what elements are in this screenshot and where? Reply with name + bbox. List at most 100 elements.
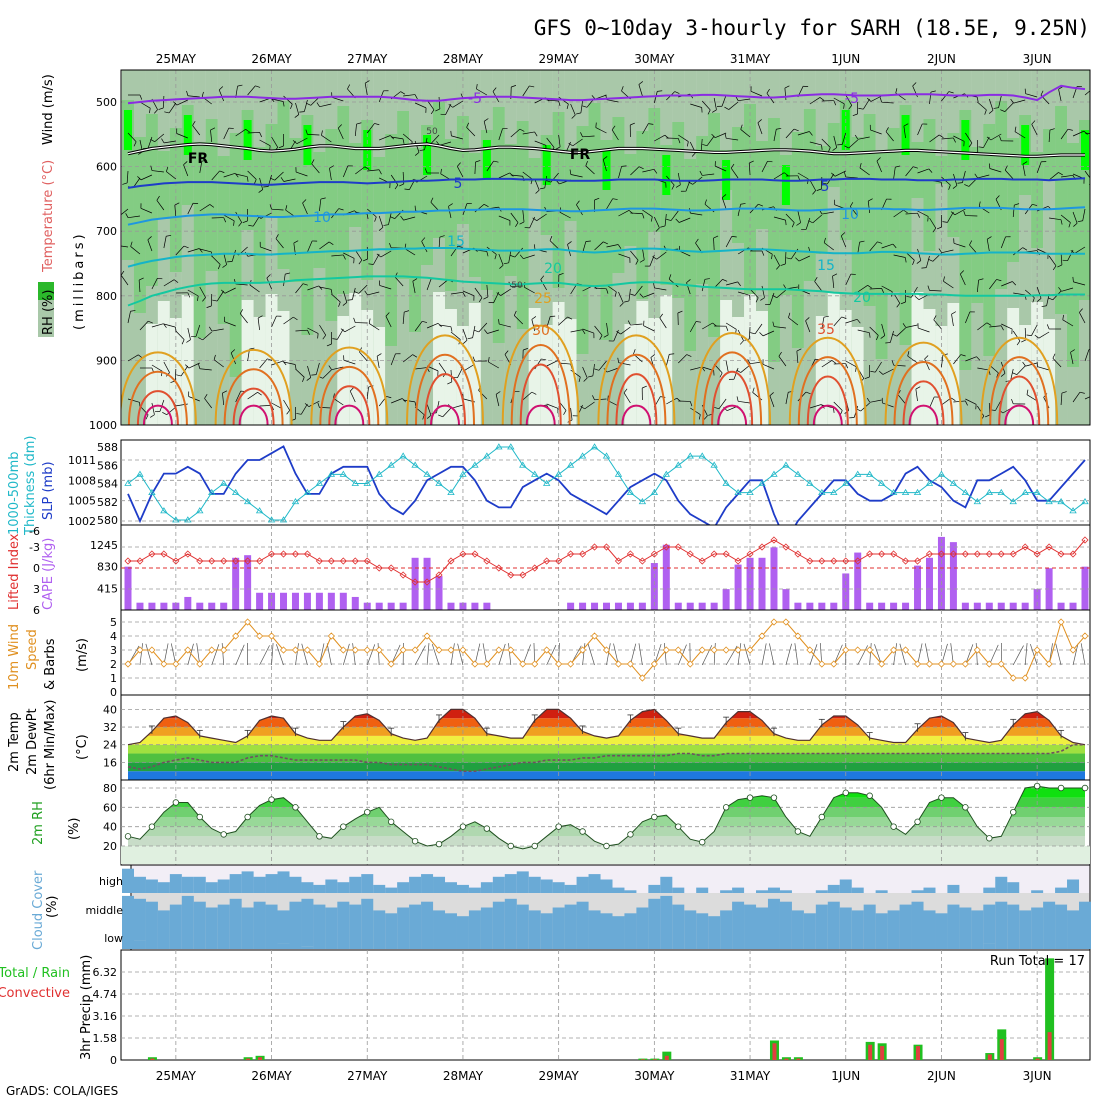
lifted-index-point — [327, 557, 335, 565]
wind-barb — [809, 141, 822, 146]
wind-barb — [823, 242, 834, 251]
wind-barb-flag — [292, 140, 298, 144]
wind-barb-flag — [1012, 372, 1017, 375]
wind-barb-flag — [414, 152, 420, 156]
cape-bar — [172, 602, 180, 610]
precip-conv-bar — [1035, 1058, 1040, 1060]
wind-barb — [761, 161, 768, 173]
wind-barb-flag — [797, 175, 801, 181]
cape-bar — [698, 602, 706, 610]
cloud-low-bar — [181, 922, 194, 949]
wind-barb-flag — [448, 104, 453, 108]
wind-barb-flag — [145, 414, 149, 420]
cloud-cover-bar — [157, 882, 170, 893]
wind10m-barb — [975, 643, 978, 666]
wind-barb — [833, 97, 845, 105]
wind-barb-flag — [394, 184, 399, 190]
thickness-point — [794, 470, 802, 477]
lifted-index-point — [830, 557, 838, 565]
rh2m-point — [124, 833, 132, 840]
wind-barb-flag — [249, 347, 255, 350]
wind-barb-flag — [896, 303, 901, 308]
cloud-low-bar — [887, 922, 900, 949]
wind-barb-flag — [270, 177, 275, 181]
date-label: 1JUN — [831, 1069, 860, 1083]
wind-barb — [953, 354, 962, 365]
wind-barb-flag — [330, 289, 333, 295]
thickness-point — [949, 479, 958, 486]
precip-conv-bar — [1047, 1032, 1052, 1060]
wind-barb — [718, 398, 727, 409]
wind-barb-flag — [677, 310, 683, 314]
cloud-cover-bar — [959, 907, 972, 922]
cloud-low-bar — [277, 922, 290, 944]
wind-barb — [1052, 357, 1062, 368]
thickness-point — [638, 497, 647, 505]
wind-barb — [1084, 132, 1090, 134]
wind-barb-flag — [582, 105, 588, 108]
wind-barb — [260, 246, 272, 252]
date-label: 26MAY — [251, 52, 292, 66]
lifted-index-point — [279, 550, 288, 558]
wind-barb-flag — [304, 403, 310, 407]
wind-barb — [247, 132, 260, 134]
wind-barb-flag — [567, 241, 572, 245]
wind10m-point — [519, 660, 527, 668]
wind10m-barb — [1055, 643, 1062, 666]
cloud-cover-bar — [875, 913, 888, 922]
thickness-point — [136, 470, 144, 477]
wind-barb-flag — [841, 232, 846, 237]
temp-color-band — [128, 771, 1085, 780]
wind-barb — [337, 328, 344, 340]
wind-barb — [1016, 365, 1026, 375]
wind-barb — [1001, 281, 1013, 287]
date-label: 25MAY — [156, 52, 197, 66]
wind-barb — [977, 367, 990, 371]
wind-barb — [721, 197, 727, 210]
wind-barb-flag — [844, 145, 849, 149]
cloud-cover-bar — [911, 890, 924, 893]
cape-bar — [626, 602, 634, 610]
wind-barb — [166, 171, 177, 180]
wind-barb-flag — [833, 407, 835, 413]
wind-barb — [1025, 362, 1038, 367]
wind-barb-flag — [149, 108, 151, 114]
rh-dry-patch — [349, 293, 362, 425]
wind10m-barb — [713, 643, 716, 666]
wind-barb-flag — [752, 387, 755, 393]
rh-moist-band — [732, 127, 745, 243]
cloud-cover-bar — [241, 907, 254, 922]
wind-barb — [223, 172, 236, 178]
wind-barb — [319, 103, 332, 108]
wind-barb — [546, 360, 558, 367]
wind-barb — [140, 174, 153, 181]
cloud-low-bar — [947, 922, 960, 949]
wind-barb-flag — [603, 241, 608, 245]
wind-barb — [594, 241, 604, 251]
rh2m-point — [364, 808, 371, 816]
cloud-cover-bar — [133, 940, 146, 949]
wind-barb — [941, 249, 954, 254]
wind-barb — [1037, 366, 1050, 371]
cloud-low-bar — [1019, 922, 1032, 949]
cloud-cover-bar — [624, 913, 637, 922]
cloud-low-bar — [1007, 922, 1020, 949]
thickness-point — [447, 488, 455, 496]
cloud-cover-bar — [289, 901, 302, 922]
cape-bar — [902, 602, 910, 610]
wind-barb — [989, 279, 997, 290]
cloud-cover-bar — [1055, 887, 1068, 893]
wind-barb — [522, 391, 533, 401]
thickness-point — [1069, 507, 1077, 514]
wind-barb — [536, 213, 547, 222]
cape-bar — [591, 602, 599, 610]
thickness-point — [459, 470, 467, 477]
wind-barb-flag — [721, 194, 727, 198]
freezing-line-inner — [127, 143, 1085, 157]
thickness-point — [758, 479, 766, 486]
wind-barb — [487, 329, 499, 334]
cloud-cover-bar — [217, 904, 230, 922]
thickness-point — [160, 507, 168, 514]
wind-barb — [592, 363, 595, 376]
